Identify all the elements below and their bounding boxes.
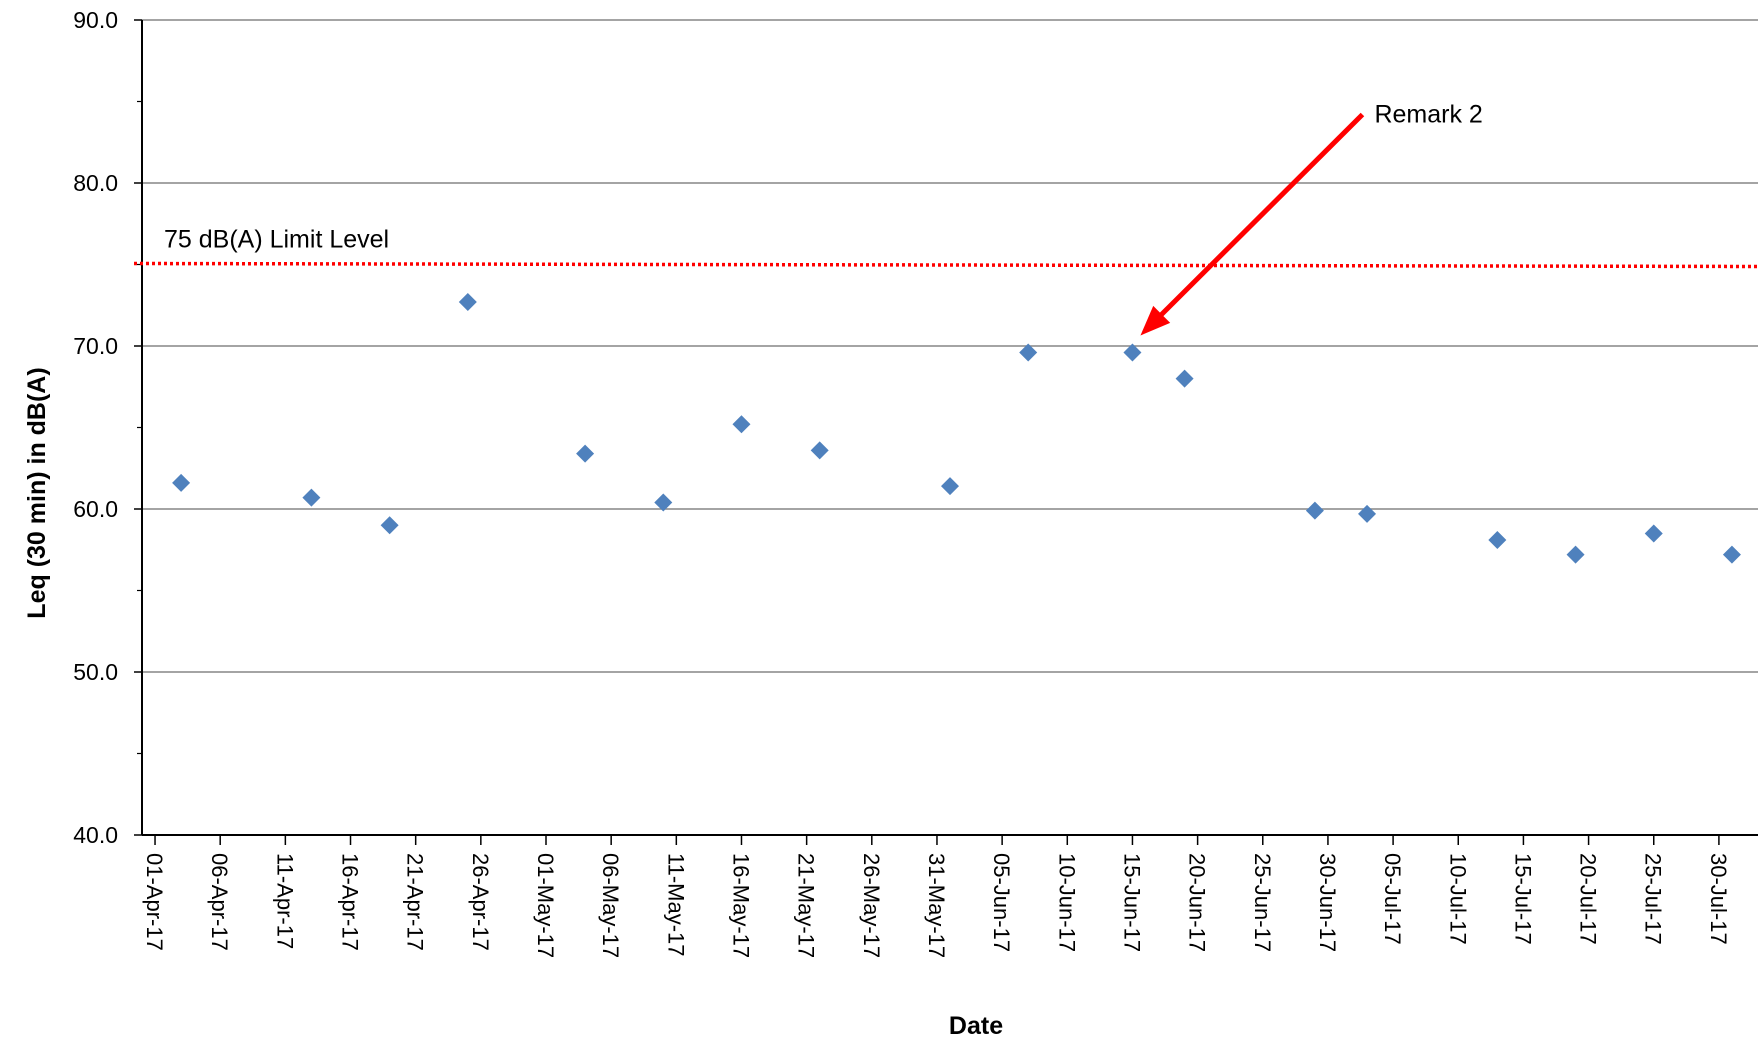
x-tick-label: 31-May-17 [924, 853, 949, 958]
data-point [1305, 501, 1324, 520]
axes [141, 20, 1758, 836]
x-tick-label: 05-Jun-17 [989, 853, 1014, 952]
x-tick-label: 15-Jul-17 [1510, 853, 1535, 945]
x-tick-label: 05-Jul-17 [1380, 853, 1405, 945]
x-axis-title: Date [949, 1012, 1003, 1040]
y-tick-label: 60.0 [73, 496, 118, 522]
data-point [302, 488, 321, 507]
x-tick-label: 01-Apr-17 [142, 853, 167, 951]
x-tick-label: 10-Jul-17 [1445, 853, 1470, 945]
annotations: Remark 2 [1140, 101, 1483, 336]
x-tick-label: 06-Apr-17 [207, 853, 232, 951]
y-tick-label: 90.0 [73, 7, 118, 33]
y-tick-label: 50.0 [73, 659, 118, 685]
data-points [172, 292, 1741, 564]
data-point [1722, 545, 1741, 564]
x-tick-label: 11-Apr-17 [272, 853, 297, 949]
x-tick-label: 16-Apr-17 [338, 853, 363, 951]
y-axis-ticks: 40.0 50.0 60.0 70.0 80.0 90.0 [73, 7, 142, 848]
x-tick-label: 20-Jul-17 [1576, 853, 1601, 945]
x-tick-label: 06-May-17 [598, 853, 623, 958]
annotation-arrow-shaft [1148, 112, 1365, 328]
y-axis-title: Leq (30 min) in dB(A) [23, 367, 51, 618]
data-point [732, 415, 751, 434]
x-tick-label: 21-May-17 [794, 853, 819, 958]
data-point [941, 477, 959, 496]
data-point [458, 292, 477, 311]
x-tick-label: 30-Jun-17 [1315, 853, 1340, 952]
limit-line [133, 261, 1758, 269]
data-point [1123, 343, 1142, 362]
y-tick-label: 80.0 [73, 170, 118, 196]
x-tick-label: 26-May-17 [859, 853, 884, 958]
x-tick-label: 11-May-17 [663, 853, 688, 957]
y-tick-label: 40.0 [73, 822, 118, 848]
data-point [1358, 504, 1377, 523]
data-point [1175, 369, 1194, 388]
limit-line-label: 75 dB(A) Limit Level [164, 226, 389, 254]
data-point [1019, 343, 1038, 362]
data-point [1488, 530, 1507, 549]
data-point [576, 444, 595, 463]
data-point [654, 493, 673, 512]
x-tick-label: 21-Apr-17 [403, 853, 428, 951]
x-tick-label: 25-Jun-17 [1250, 853, 1275, 952]
annotation-arrow-head [1140, 305, 1171, 336]
data-point [380, 516, 399, 535]
data-point [810, 441, 829, 460]
x-tick-label: 26-Apr-17 [468, 853, 493, 951]
x-tick-label: 16-May-17 [728, 853, 753, 958]
x-axis-ticks: 01-Apr-17 06-Apr-17 11-Apr-17 16-Apr-17 21-A… [142, 835, 1731, 958]
x-tick-label: 20-Jun-17 [1185, 853, 1210, 952]
annotation-label: Remark 2 [1374, 101, 1482, 129]
x-tick-label: 10-Jun-17 [1054, 853, 1079, 952]
x-tick-label: 15-Jun-17 [1119, 853, 1144, 952]
x-tick-label: 25-Jul-17 [1641, 853, 1666, 945]
y-tick-label: 70.0 [73, 333, 118, 359]
data-point [1566, 545, 1585, 564]
x-tick-label: 01-May-17 [533, 853, 558, 958]
x-tick-label: 30-Jul-17 [1706, 853, 1731, 945]
data-point [172, 473, 191, 492]
data-point [1644, 524, 1663, 543]
gridlines [142, 19, 1758, 673]
limit-line-group: 75 dB(A) Limit Level [133, 226, 1758, 269]
